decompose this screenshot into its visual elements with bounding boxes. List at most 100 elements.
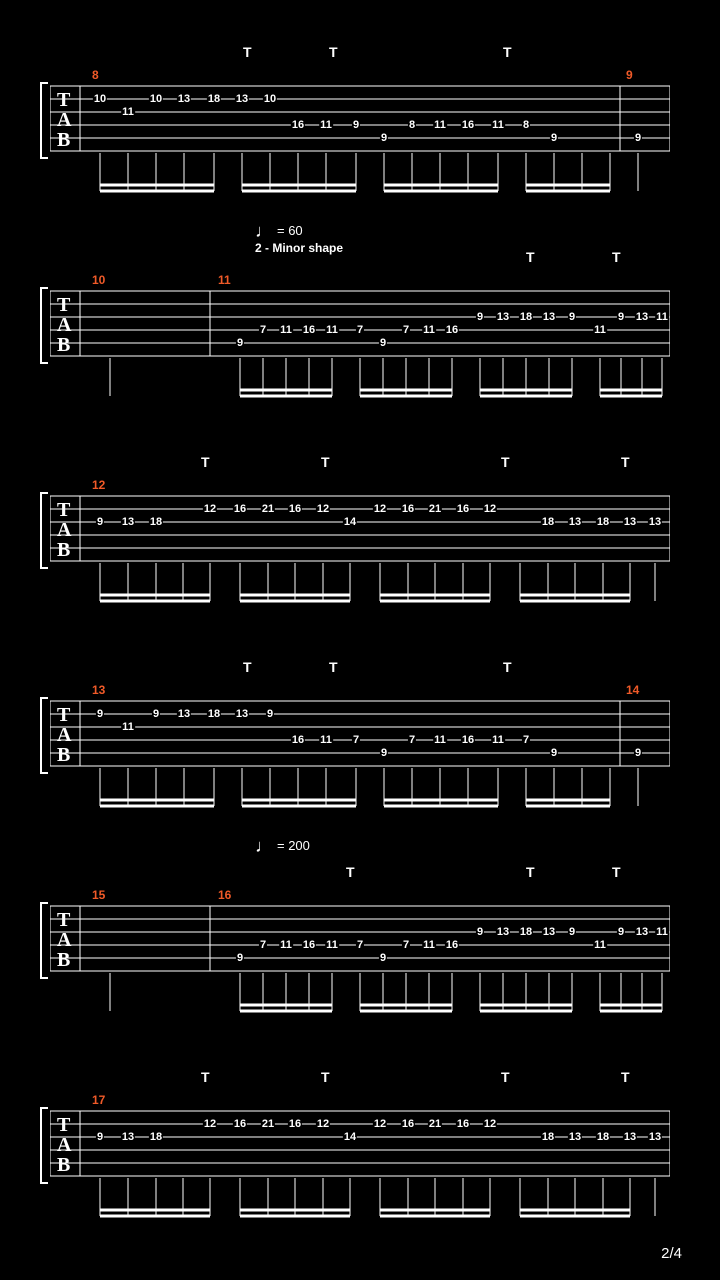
fret-number: 13: [121, 1131, 135, 1143]
fret-number: 11: [279, 939, 293, 951]
bar-number: 10: [92, 273, 105, 287]
fret-number: 12: [203, 503, 217, 515]
staff: TAB1516971116117971116913181391191311: [50, 870, 680, 1015]
staff: TAB1291318121621161214121621161218131813…: [50, 460, 680, 605]
fret-number: 18: [541, 1131, 555, 1143]
staff-bracket: [40, 492, 48, 569]
fret-number: 12: [483, 503, 497, 515]
fret-number: 18: [207, 708, 221, 720]
fret-number: 11: [325, 324, 339, 336]
fret-number: 12: [316, 1118, 330, 1130]
fret-number: 16: [291, 734, 305, 746]
tab-system: TTTTAB1314911913181391611797111611799: [50, 665, 680, 810]
fret-number: 7: [402, 939, 410, 951]
fret-number: 7: [259, 939, 267, 951]
fret-number: 13: [542, 311, 556, 323]
fret-number: 7: [402, 324, 410, 336]
fret-number: 9: [380, 747, 388, 759]
fret-number: 16: [445, 939, 459, 951]
fret-number: 18: [596, 1131, 610, 1143]
tab-page: TTTTAB89101110131813101611998111611899TT…: [0, 0, 720, 1280]
fret-number: 11: [319, 119, 333, 131]
fret-number: 16: [233, 503, 247, 515]
bar-number: 13: [92, 683, 105, 697]
staff-bracket: [40, 902, 48, 979]
tab-system: TTTTAB89101110131813101611998111611899: [50, 50, 680, 195]
fret-number: 11: [655, 926, 669, 938]
fret-number: 7: [522, 734, 530, 746]
tab-clef: TAB: [57, 295, 69, 355]
fret-number: 11: [422, 939, 436, 951]
fret-number: 11: [325, 939, 339, 951]
fret-number: 18: [519, 926, 533, 938]
fret-number: 9: [266, 708, 274, 720]
fret-number: 16: [288, 503, 302, 515]
fret-number: 16: [401, 503, 415, 515]
staff-bracket: [40, 1107, 48, 1184]
fret-number: 13: [623, 516, 637, 528]
fret-number: 9: [568, 926, 576, 938]
fret-number: 13: [648, 516, 662, 528]
fret-number: 18: [519, 311, 533, 323]
fret-number: 13: [177, 708, 191, 720]
fret-number: 9: [380, 132, 388, 144]
fret-number: 11: [121, 106, 135, 118]
fret-number: 13: [496, 311, 510, 323]
staff: TAB89101110131813101611998111611899: [50, 50, 680, 195]
fret-number: 9: [96, 1131, 104, 1143]
staff-bracket: [40, 82, 48, 159]
fret-number: 21: [428, 1118, 442, 1130]
fret-number: 9: [617, 311, 625, 323]
fret-number: 12: [203, 1118, 217, 1130]
bar-number: 9: [626, 68, 633, 82]
fret-number: 9: [476, 311, 484, 323]
fret-number: 9: [236, 337, 244, 349]
tab-content: TTTTAB89101110131813101611998111611899TT…: [0, 0, 720, 1220]
fret-number: 13: [568, 516, 582, 528]
fret-number: 9: [152, 708, 160, 720]
fret-number: 12: [483, 1118, 497, 1130]
fret-number: 7: [408, 734, 416, 746]
fret-number: 7: [352, 734, 360, 746]
fret-number: 9: [379, 952, 387, 964]
tempo-mark: ♩= 200: [255, 838, 310, 853]
fret-number: 11: [422, 324, 436, 336]
staff: TAB1011971116117971116913181391191311: [50, 255, 680, 400]
section-label: 2 - Minor shape: [255, 241, 343, 255]
tab-clef: TAB: [57, 1115, 69, 1175]
fret-number: 13: [635, 311, 649, 323]
fret-number: 7: [259, 324, 267, 336]
tab-system: TTTTTAB129131812162116121412162116121813…: [50, 460, 680, 605]
bar-number: 16: [218, 888, 231, 902]
fret-number: 16: [302, 939, 316, 951]
fret-number: 14: [343, 1131, 357, 1143]
bar-number: 8: [92, 68, 99, 82]
tempo-mark: ♩= 60: [255, 223, 303, 238]
fret-number: 16: [461, 734, 475, 746]
fret-number: 13: [496, 926, 510, 938]
bar-number: 17: [92, 1093, 105, 1107]
fret-number: 16: [302, 324, 316, 336]
fret-number: 13: [568, 1131, 582, 1143]
staff-bracket: [40, 697, 48, 774]
fret-number: 7: [356, 324, 364, 336]
fret-number: 8: [522, 119, 530, 131]
fret-number: 9: [379, 337, 387, 349]
tab-clef: TAB: [57, 500, 69, 560]
fret-number: 9: [236, 952, 244, 964]
fret-number: 9: [568, 311, 576, 323]
fret-number: 9: [634, 747, 642, 759]
tab-system: TT♩= 602 - Minor shapeTAB101197111611797…: [50, 255, 680, 400]
fret-number: 10: [93, 93, 107, 105]
fret-number: 10: [149, 93, 163, 105]
fret-number: 18: [596, 516, 610, 528]
fret-number: 18: [149, 1131, 163, 1143]
staff-bracket: [40, 287, 48, 364]
tab-clef: TAB: [57, 705, 69, 765]
fret-number: 13: [121, 516, 135, 528]
fret-number: 9: [476, 926, 484, 938]
tab-clef: TAB: [57, 910, 69, 970]
fret-number: 9: [96, 516, 104, 528]
fret-number: 10: [263, 93, 277, 105]
fret-number: 16: [401, 1118, 415, 1130]
